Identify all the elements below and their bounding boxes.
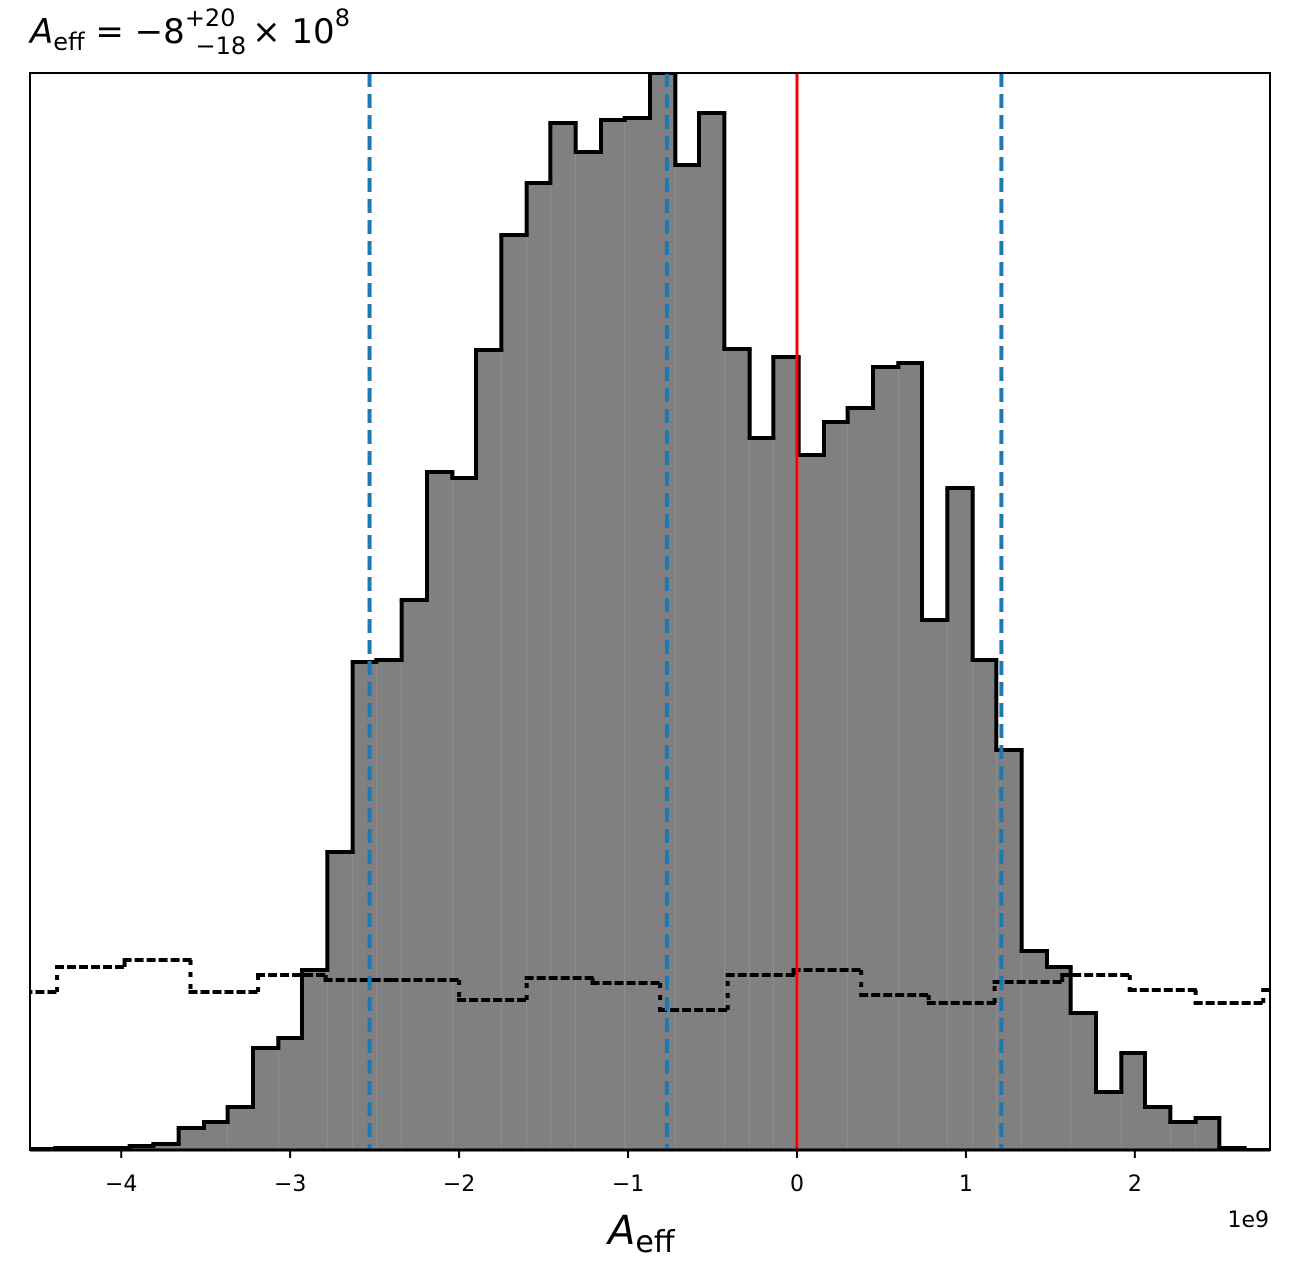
bar bbox=[550, 123, 576, 1150]
bar bbox=[601, 120, 625, 1150]
title-value: = −8 bbox=[85, 12, 185, 52]
bar bbox=[1095, 1092, 1122, 1150]
bar bbox=[1121, 1053, 1145, 1150]
title-subscript: eff bbox=[53, 28, 85, 56]
bar bbox=[773, 357, 799, 1150]
bar bbox=[675, 165, 699, 1150]
bar bbox=[624, 118, 650, 1150]
bar bbox=[650, 73, 676, 1150]
bar bbox=[1170, 1122, 1196, 1150]
bar bbox=[1144, 1107, 1171, 1150]
bar bbox=[749, 438, 774, 1150]
bar bbox=[824, 422, 848, 1150]
x-tick-label: 2 bbox=[1128, 1172, 1142, 1197]
bar bbox=[252, 1048, 279, 1150]
bar bbox=[921, 620, 948, 1150]
bar bbox=[278, 1038, 302, 1150]
bar bbox=[872, 367, 899, 1150]
bar bbox=[947, 488, 973, 1150]
axes: −4 −3 −2 −1 0 1 2 bbox=[29, 72, 1271, 1197]
chart-title: Aeff = −8+20 −18 × 108 bbox=[28, 4, 350, 60]
xlabel-symbol: A bbox=[605, 1208, 635, 1254]
bar bbox=[1021, 951, 1048, 1150]
plot-area bbox=[30, 73, 1270, 1150]
bar bbox=[452, 478, 476, 1150]
bar bbox=[153, 1144, 179, 1150]
x-tick-label: −1 bbox=[612, 1172, 644, 1197]
bar bbox=[1070, 1013, 1096, 1150]
bar bbox=[698, 113, 725, 1150]
bar bbox=[301, 970, 328, 1150]
bar bbox=[501, 235, 527, 1150]
bar bbox=[376, 660, 402, 1150]
bar bbox=[898, 363, 922, 1150]
bar bbox=[1047, 967, 1071, 1150]
bar bbox=[847, 408, 873, 1150]
title-symbol: A bbox=[28, 12, 53, 52]
bar bbox=[204, 1122, 228, 1150]
bar bbox=[178, 1128, 205, 1150]
x-tick-label: −2 bbox=[443, 1172, 475, 1197]
bar bbox=[724, 349, 750, 1150]
x-tick-label: 0 bbox=[790, 1172, 804, 1197]
title-exp: 8 bbox=[335, 4, 350, 32]
bar bbox=[427, 472, 453, 1150]
bar bbox=[352, 662, 377, 1150]
bar bbox=[972, 660, 997, 1150]
bar bbox=[475, 350, 502, 1150]
x-offset-label: 1e9 bbox=[1227, 1208, 1269, 1233]
bar bbox=[1195, 1118, 1220, 1150]
x-axis-label: Aeff bbox=[605, 1208, 676, 1260]
bar bbox=[575, 152, 602, 1150]
bar bbox=[526, 183, 551, 1150]
x-tick-label: 1 bbox=[959, 1172, 973, 1197]
x-tick-label: −4 bbox=[105, 1172, 137, 1197]
bar bbox=[798, 455, 825, 1150]
bar bbox=[227, 1107, 253, 1150]
title-times: × 10 bbox=[252, 12, 335, 52]
title-sup: +20 bbox=[185, 4, 236, 32]
xlabel-subscript: eff bbox=[635, 1225, 675, 1260]
bar bbox=[401, 600, 428, 1150]
bar bbox=[327, 852, 353, 1150]
title-sub: −18 bbox=[195, 32, 246, 60]
x-tick-label: −3 bbox=[274, 1172, 306, 1197]
